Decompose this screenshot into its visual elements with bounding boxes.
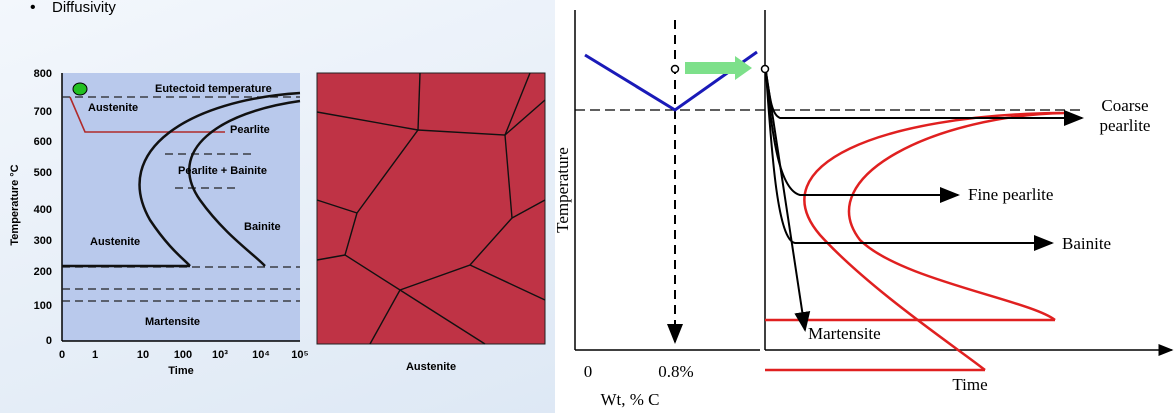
point [672, 66, 679, 73]
caption: Austenite [406, 361, 456, 373]
region-label: Pearlite [230, 124, 270, 136]
micrograph: Austenite [317, 73, 545, 373]
region-label: Eutectoid temperature [155, 83, 272, 95]
y-axis-label: Temperature [553, 147, 572, 233]
bullet-dot: • [30, 0, 36, 16]
product-label: Fine pearlite [968, 185, 1053, 204]
x-axis-label: Wt, % C [600, 390, 659, 409]
y-tick-label: 700 [34, 106, 52, 118]
y-tick-label: 200 [34, 266, 52, 278]
x-tick-label: 0 [584, 362, 593, 381]
time-label: Time [952, 375, 987, 394]
product-label: Martensite [808, 324, 881, 343]
x-tick-label: 10⁴ [252, 349, 270, 361]
x-tick-label: 10³ [212, 349, 228, 361]
y-tick-label: 300 [34, 235, 52, 247]
y-tick-label: 0 [46, 335, 52, 347]
region-label: Bainite [244, 221, 281, 233]
bullet-text: Diffusivity [52, 0, 116, 16]
region-label: Pearlite + Bainite [178, 165, 267, 177]
cct-diagram: Coarse pearlite Fine pearlite Bainite Ma… [553, 0, 1174, 413]
y-ticks: 800 700 600 500 400 300 200 100 0 [34, 68, 52, 347]
x-axis-label: Time [168, 365, 193, 377]
y-tick-label: 100 [34, 300, 52, 312]
y-tick-label: 600 [34, 136, 52, 148]
x-tick-label: 10⁵ [291, 349, 308, 361]
x-tick-label: 0.8% [658, 362, 693, 381]
point [762, 66, 769, 73]
slide: • Diffusivity Eutectoid temperature Aust… [0, 0, 1174, 413]
y-tick-label: 800 [34, 68, 52, 80]
x-tick-label: 100 [174, 349, 192, 361]
y-axis-label: Temperature °C [9, 164, 21, 245]
product-label: Bainite [1062, 234, 1111, 253]
x-tick-label: 0 [59, 349, 65, 361]
product-label: pearlite [1100, 116, 1151, 135]
region-label: Martensite [145, 316, 200, 328]
y-tick-label: 400 [34, 204, 52, 216]
y-tick-label: 500 [34, 167, 52, 179]
start-point [73, 83, 87, 95]
region-label: Austenite [90, 236, 140, 248]
x-tick-label: 1 [92, 349, 98, 361]
panel [555, 0, 1174, 413]
product-label: Coarse [1101, 96, 1148, 115]
x-tick-label: 10 [137, 349, 149, 361]
region-label: Austenite [88, 102, 138, 114]
